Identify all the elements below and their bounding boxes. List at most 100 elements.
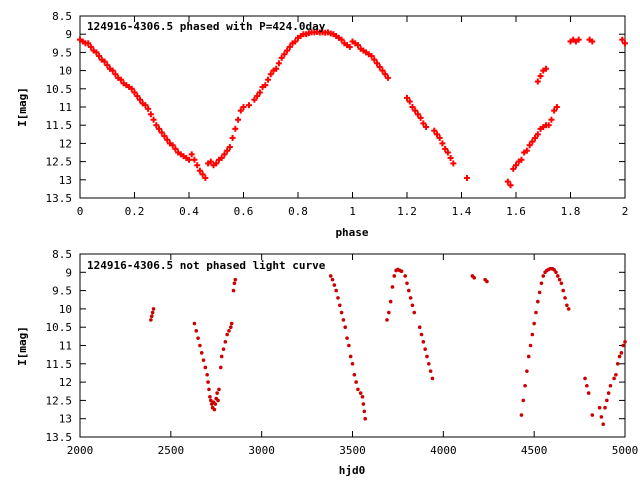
data-point	[161, 133, 168, 140]
data-point	[382, 71, 389, 78]
data-point	[532, 321, 536, 326]
data-point	[403, 274, 407, 278]
data-point	[205, 372, 209, 377]
data-point	[346, 43, 353, 50]
data-point	[337, 303, 342, 308]
data-point	[267, 71, 274, 78]
data-point	[225, 332, 229, 337]
data-point	[519, 413, 524, 417]
data-point	[212, 407, 217, 412]
data-point	[145, 105, 152, 112]
data-point	[101, 58, 108, 65]
data-point	[410, 303, 415, 308]
data-point	[534, 310, 538, 315]
data-point	[341, 318, 346, 322]
data-point	[221, 347, 226, 351]
x-tick-label: 0.8	[288, 205, 308, 218]
data-point	[412, 310, 417, 315]
data-point	[172, 145, 179, 152]
data-point	[529, 138, 536, 145]
data-point	[151, 307, 156, 311]
data-point	[150, 116, 157, 123]
data-point	[131, 89, 138, 96]
data-point	[605, 398, 609, 403]
y-axis-label: I[mag]	[16, 326, 29, 366]
data-point	[328, 274, 333, 278]
data-point	[523, 383, 527, 388]
data-point	[427, 362, 431, 366]
x-tick-label: 0.2	[125, 205, 145, 218]
data-point	[233, 277, 238, 282]
y-tick-label: 9.5	[52, 46, 72, 59]
data-point	[292, 38, 299, 45]
data-point	[608, 383, 613, 388]
data-point	[196, 336, 200, 340]
data-point	[583, 376, 587, 381]
data-point	[575, 36, 582, 43]
data-point	[534, 131, 541, 138]
x-axis-label: phase	[335, 226, 368, 239]
y-tick-label: 10.5	[46, 83, 73, 96]
data-point	[240, 104, 247, 110]
data-point	[201, 358, 206, 362]
data-point	[623, 340, 627, 344]
x-tick-label: 1.8	[561, 205, 581, 218]
data-point	[188, 151, 195, 158]
data-point	[548, 116, 555, 123]
data-point	[525, 369, 529, 373]
data-point	[387, 310, 391, 315]
data-point	[405, 281, 409, 286]
data-point	[215, 391, 219, 395]
data-point	[553, 104, 560, 110]
data-point	[256, 89, 263, 96]
y-tick-label: 13.5	[46, 192, 73, 205]
data-point	[164, 136, 171, 143]
data-point	[229, 321, 234, 326]
data-point	[231, 288, 236, 293]
data-point	[142, 102, 149, 109]
data-point	[561, 288, 566, 293]
data-point	[284, 47, 291, 54]
data-point	[417, 114, 424, 121]
data-point	[374, 60, 381, 67]
data-point	[537, 290, 542, 295]
data-point	[128, 85, 135, 92]
data-point	[526, 354, 531, 359]
data-point	[221, 151, 228, 158]
data-point	[379, 67, 386, 74]
x-tick-label: 0.6	[234, 205, 254, 218]
y-tick-label: 12.5	[46, 156, 73, 169]
data-point	[430, 376, 435, 381]
data-point	[425, 354, 429, 359]
data-point	[223, 340, 228, 344]
x-tick-label: 3000	[248, 444, 275, 457]
data-point	[117, 76, 124, 83]
data-point	[599, 415, 604, 419]
data-point	[104, 62, 111, 69]
data-point	[534, 78, 541, 85]
data-point	[406, 98, 413, 105]
data-point	[530, 332, 535, 337]
data-point	[407, 288, 411, 293]
data-point	[399, 269, 404, 274]
data-point	[227, 329, 231, 333]
x-tick-label: 2500	[158, 444, 185, 457]
data-point	[158, 129, 165, 136]
data-point	[536, 299, 540, 304]
data-point	[612, 376, 616, 381]
data-point	[615, 362, 620, 366]
data-point	[414, 111, 421, 118]
x-axis-label: hjd0	[339, 464, 366, 477]
y-tick-label: 8.5	[52, 10, 72, 23]
data-point	[93, 49, 100, 56]
data-point	[217, 387, 221, 392]
data-point	[507, 182, 514, 189]
data-point	[237, 107, 244, 114]
data-point	[390, 285, 395, 289]
data-point	[362, 409, 367, 414]
data-point	[513, 162, 519, 169]
data-point	[526, 142, 533, 149]
data-point	[281, 51, 288, 58]
y-tick-label: 8.5	[52, 248, 72, 261]
